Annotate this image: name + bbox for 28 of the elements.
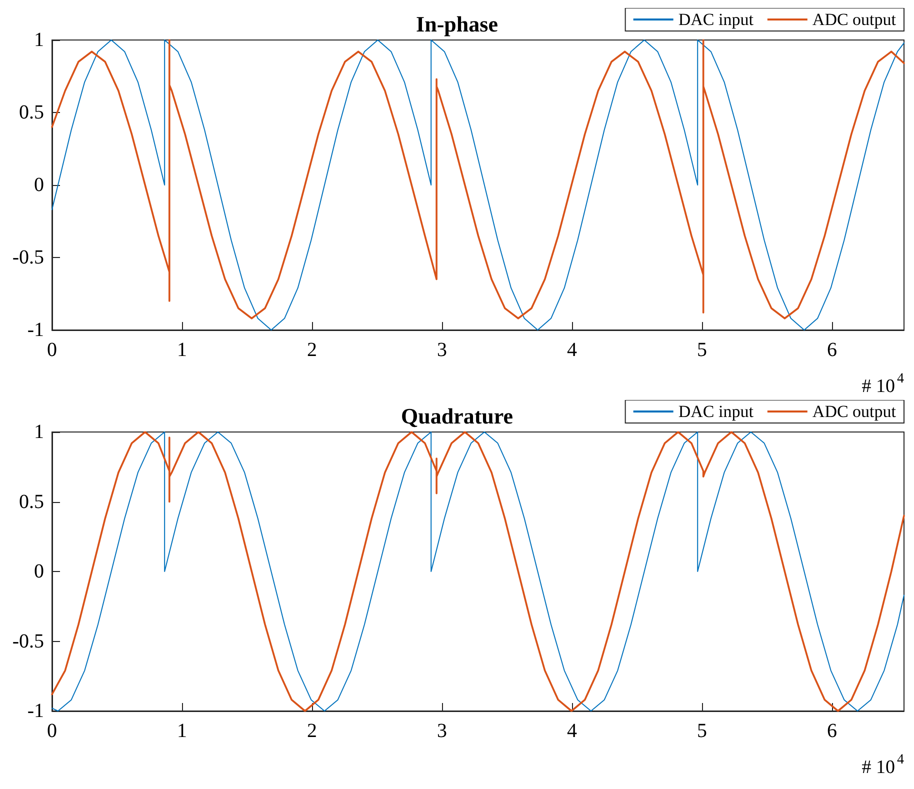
chart-title: In-phase — [416, 12, 498, 36]
legend-label: ADC output — [812, 10, 896, 29]
x-tick-label: 6 — [827, 339, 838, 361]
y-tick-label: -1 — [27, 700, 44, 722]
x-tick-label: 2 — [307, 720, 318, 742]
y-tick-label: 1 — [34, 421, 44, 443]
x-tick-label: 3 — [437, 720, 448, 742]
x-tick-label: 4 — [567, 339, 578, 361]
chart-title: Quadrature — [400, 404, 514, 428]
x-tick-label: 6 — [827, 720, 838, 742]
legend-label: DAC input — [678, 402, 754, 421]
y-tick-label: -1 — [27, 319, 44, 341]
legend-label: DAC input — [678, 10, 754, 29]
legend-label: ADC output — [812, 402, 896, 421]
y-tick-label: -0.5 — [12, 630, 44, 652]
x-tick-label: 1 — [177, 720, 188, 742]
x-tick-label: 5 — [697, 720, 708, 742]
y-tick-label: 0.5 — [19, 490, 44, 513]
y-tick-label: 0 — [34, 560, 44, 582]
x-tick-label: 2 — [307, 339, 318, 361]
y-tick-label: 0.5 — [19, 102, 44, 124]
y-tick-label: 1 — [34, 29, 44, 51]
x-tick-label: 4 — [567, 720, 578, 742]
y-tick-label: -0.5 — [12, 246, 44, 268]
y-tick-label: 0 — [34, 174, 44, 196]
x-tick-label: 5 — [697, 339, 708, 361]
x-tick-label: 3 — [437, 339, 448, 361]
x-tick-label: 1 — [177, 339, 188, 361]
